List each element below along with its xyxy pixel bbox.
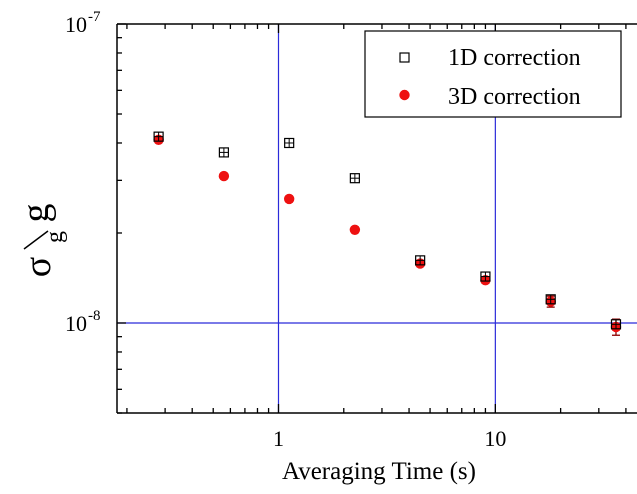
legend-label-1d: 1D correction [448,45,581,71]
y-tick-label: 10 [65,311,87,336]
x-axis-title: Averaging Time (s) [282,458,476,485]
y-axis-slash [23,230,49,250]
legend-marker-1d [399,52,410,63]
legend: 1D correction 3D correction [364,30,622,118]
y-tick-exponent: -7 [88,9,101,25]
data-point-3d [349,224,361,235]
y-tick-label: 10 [65,12,87,37]
x-tick-label: 10 [484,426,506,451]
legend-box [364,30,622,118]
y-axis-sigma: σ [17,257,59,277]
y-axis-denominator: g [15,204,57,223]
legend-label-3d: 3D correction [448,84,581,110]
x-tick-label: 1 [273,426,284,451]
y-tick-exponent: -8 [88,308,101,324]
y-axis-title: σ gg [15,204,68,278]
data-point-3d [283,193,295,205]
y-axis-sigma-subscript: g [42,231,68,243]
data-point-3d [218,170,230,182]
legend-marker-3d [399,89,410,101]
